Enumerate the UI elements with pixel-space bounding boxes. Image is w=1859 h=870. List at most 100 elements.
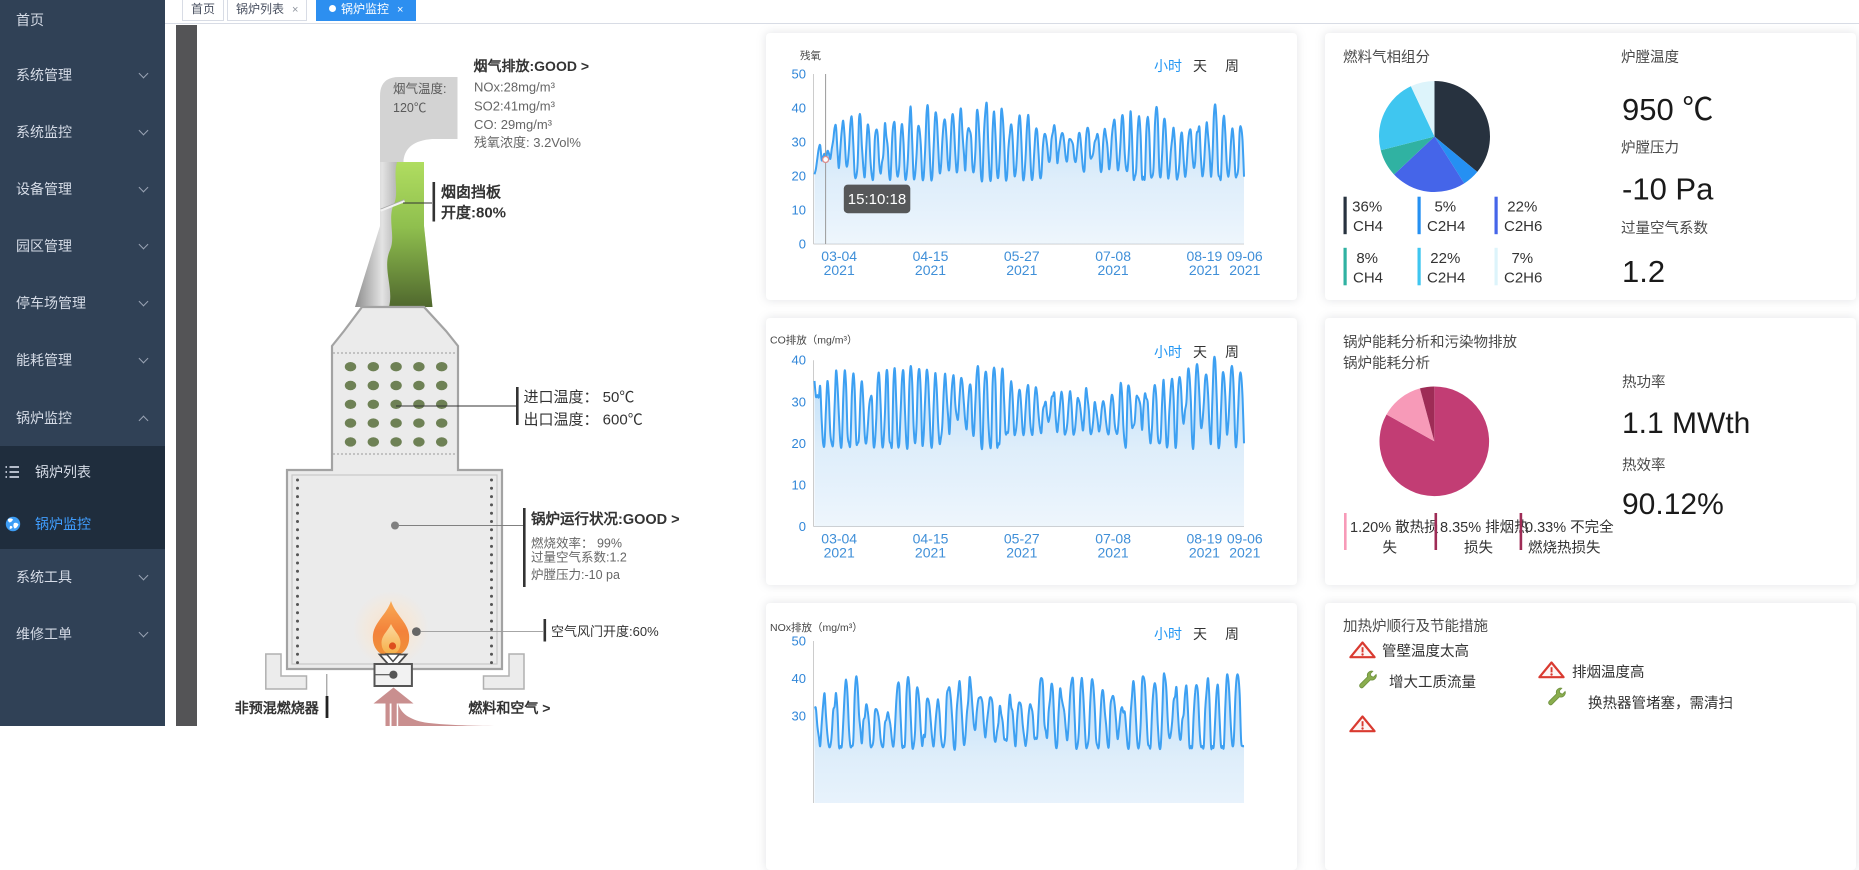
svg-text:7%: 7%: [1511, 250, 1533, 267]
svg-text:C2H4: C2H4: [1427, 269, 1465, 286]
svg-text:天: 天: [1193, 344, 1207, 360]
svg-text:小时: 小时: [1154, 626, 1182, 642]
svg-text:炉膛压力:-10 pa: 炉膛压力:-10 pa: [531, 567, 620, 582]
svg-text:2021: 2021: [824, 545, 855, 561]
svg-text:10: 10: [792, 203, 806, 218]
svg-text:50: 50: [792, 67, 806, 82]
svg-text:40: 40: [792, 353, 806, 368]
svg-text:30: 30: [792, 135, 806, 150]
svg-text:损失: 损失: [1464, 540, 1493, 557]
svg-text:2021: 2021: [1006, 545, 1037, 561]
svg-text:C2H6: C2H6: [1504, 269, 1542, 286]
svg-text:天: 天: [1193, 58, 1207, 74]
svg-text:周: 周: [1225, 626, 1239, 642]
svg-text:CO: 29mg/m³: CO: 29mg/m³: [474, 117, 553, 132]
svg-text:周: 周: [1225, 344, 1239, 360]
svg-text:22%: 22%: [1507, 199, 1537, 216]
svg-text:40: 40: [792, 101, 806, 116]
svg-text:8%: 8%: [1356, 250, 1378, 267]
svg-text:5%: 5%: [1434, 199, 1456, 216]
svg-text:1.1 MWth: 1.1 MWth: [1622, 407, 1750, 440]
svg-text:过量空气系数: 过量空气系数: [1621, 220, 1708, 237]
svg-text:50: 50: [792, 634, 806, 649]
svg-text:热功率: 热功率: [1622, 374, 1666, 391]
svg-text:1.2: 1.2: [1622, 254, 1665, 289]
svg-text:05-27: 05-27: [1004, 248, 1040, 264]
svg-text:CH4: CH4: [1353, 269, 1383, 286]
svg-text:2021: 2021: [1229, 262, 1260, 278]
svg-text:05-27: 05-27: [1004, 531, 1040, 547]
svg-text:加热炉顺行及节能措施: 加热炉顺行及节能措施: [1343, 618, 1488, 635]
svg-text:烟气排放:GOOD >: 烟气排放:GOOD >: [474, 58, 590, 74]
svg-text:NOx:28mg/m³: NOx:28mg/m³: [474, 80, 556, 95]
svg-text:换热器管堵塞，需清扫: 换热器管堵塞，需清扫: [1588, 694, 1733, 712]
svg-text:03-04: 03-04: [821, 531, 857, 547]
svg-text:0.33% 不完全: 0.33% 不完全: [1525, 518, 1614, 536]
svg-text:周: 周: [1225, 58, 1239, 74]
svg-text:8.35% 排烟热: 8.35% 排烟热: [1440, 519, 1529, 536]
svg-text:烟气温度:: 烟气温度:: [393, 81, 446, 96]
svg-text:SO2:41mg/m³: SO2:41mg/m³: [474, 99, 556, 114]
svg-text:过量空气系数:1.2: 过量空气系数:1.2: [531, 550, 627, 565]
svg-text:07-08: 07-08: [1095, 248, 1131, 264]
svg-text:增大工质流量: 增大工质流量: [1389, 674, 1476, 691]
svg-text:20: 20: [792, 436, 806, 451]
svg-text:出口温度： 600℃: 出口温度： 600℃: [524, 412, 643, 429]
svg-text:炉膛温度: 炉膛温度: [1621, 49, 1679, 66]
svg-text:22%: 22%: [1430, 250, 1460, 267]
svg-text:残氧: 残氧: [800, 49, 821, 62]
svg-text:40: 40: [792, 671, 806, 686]
svg-text:-10 Pa: -10 Pa: [1622, 172, 1714, 207]
svg-text:烟囱挡板: 烟囱挡板: [441, 183, 502, 201]
svg-text:90.12%: 90.12%: [1622, 488, 1724, 521]
svg-text:36%: 36%: [1352, 199, 1382, 216]
svg-text:10: 10: [792, 477, 806, 492]
svg-text:C2H4: C2H4: [1427, 218, 1465, 235]
svg-text:锅炉能耗分析和污染物排放: 锅炉能耗分析和污染物排放: [1343, 334, 1517, 351]
svg-text:锅炉运行状况:GOOD >: 锅炉运行状况:GOOD >: [531, 510, 680, 528]
svg-text:锅炉能耗分析: 锅炉能耗分析: [1343, 355, 1430, 372]
svg-text:950 ℃: 950 ℃: [1622, 92, 1713, 127]
svg-text:2021: 2021: [1189, 545, 1220, 561]
svg-text:1.20% 散热损: 1.20% 散热损: [1350, 519, 1439, 536]
svg-text:热效率: 热效率: [1622, 457, 1666, 474]
svg-text:燃料和空气 >: 燃料和空气 >: [468, 700, 550, 716]
svg-text:2021: 2021: [1098, 545, 1129, 561]
svg-text:09-06: 09-06: [1227, 248, 1263, 264]
svg-text:空气风门开度:60%: 空气风门开度:60%: [551, 624, 659, 639]
svg-text:排烟温度高: 排烟温度高: [1572, 664, 1645, 681]
svg-text:08-19: 08-19: [1186, 531, 1222, 547]
svg-text:燃烧效率： 99%: 燃烧效率： 99%: [531, 536, 622, 551]
svg-text:120℃: 120℃: [393, 101, 426, 115]
svg-text:09-06: 09-06: [1227, 531, 1263, 547]
svg-text:03-04: 03-04: [821, 248, 857, 264]
svg-text:CH4: CH4: [1353, 218, 1383, 235]
svg-text:20: 20: [792, 169, 806, 184]
svg-text:2021: 2021: [1098, 262, 1129, 278]
svg-text:NOx排放（mg/m³）: NOx排放（mg/m³）: [770, 621, 863, 634]
svg-text:燃料气相组分: 燃料气相组分: [1343, 48, 1430, 66]
svg-text:07-08: 07-08: [1095, 531, 1131, 547]
svg-text:C2H6: C2H6: [1504, 218, 1542, 235]
svg-text:天: 天: [1193, 626, 1207, 642]
svg-text:2021: 2021: [1229, 545, 1260, 561]
svg-text:2021: 2021: [824, 262, 855, 278]
svg-text:失: 失: [1383, 540, 1398, 557]
svg-text:炉膛压力: 炉膛压力: [1621, 140, 1679, 157]
svg-text:进口温度： 50℃: 进口温度： 50℃: [524, 389, 635, 406]
svg-text:0: 0: [799, 237, 806, 252]
svg-text:30: 30: [792, 709, 806, 724]
svg-text:2021: 2021: [1189, 262, 1220, 278]
svg-text:开度:80%: 开度:80%: [441, 204, 506, 222]
svg-text:30: 30: [792, 394, 806, 409]
svg-text:小时: 小时: [1154, 344, 1182, 360]
svg-text:2021: 2021: [915, 545, 946, 561]
svg-text:2021: 2021: [1006, 262, 1037, 278]
svg-text:管壁温度太高: 管壁温度太高: [1382, 643, 1469, 660]
svg-text:04-15: 04-15: [913, 248, 949, 264]
svg-text:15:10:18: 15:10:18: [848, 191, 906, 208]
svg-text:CO排放（mg/m³）: CO排放（mg/m³）: [770, 334, 858, 347]
svg-text:小时: 小时: [1154, 58, 1182, 74]
svg-text:0: 0: [799, 519, 806, 534]
svg-text:残氧浓度: 3.2Vol%: 残氧浓度: 3.2Vol%: [474, 135, 581, 150]
